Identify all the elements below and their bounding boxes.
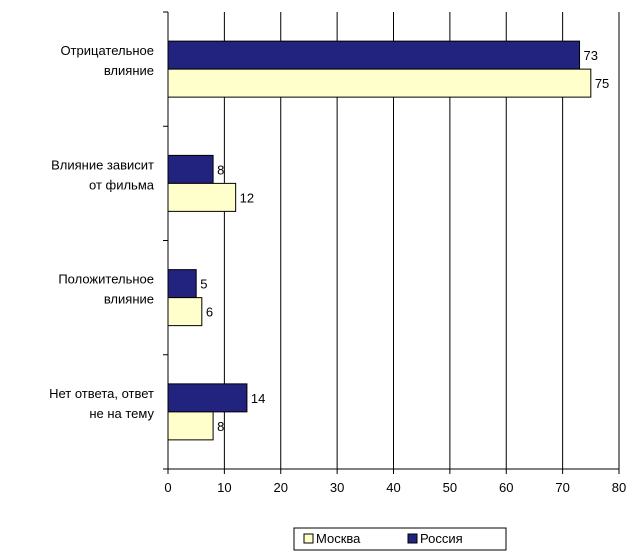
legend: Москва Россия <box>293 527 507 551</box>
bar-moscow-2 <box>167 297 203 327</box>
x-tick-label-70: 70 <box>555 480 569 495</box>
legend-label-1: Россия <box>420 531 463 546</box>
labels: 0 10 20 30 40 50 60 70 80 73 75 Отрицательное влияни… <box>49 43 626 495</box>
category-label-3-1: не на тему <box>89 406 154 421</box>
category-label-2-0: Положительное <box>58 272 154 287</box>
category-label-3-0: Нет ответа, ответ <box>49 386 154 401</box>
category-label-1-1: от фильма <box>89 177 155 192</box>
axes <box>163 11 620 474</box>
category-label-2-1: влияние <box>104 292 154 307</box>
bars <box>167 40 592 441</box>
bar-moscow-3 <box>167 411 214 441</box>
bar-russia-0 <box>167 40 581 70</box>
category-label-0-0: Отрицательное <box>60 43 154 58</box>
legend-swatch-1 <box>407 533 418 544</box>
x-tick-label-0: 0 <box>164 480 171 495</box>
bar-russia-3 <box>167 383 248 413</box>
bar-russia-1 <box>167 154 214 184</box>
x-tick-label-50: 50 <box>443 480 457 495</box>
data-label-russia-2: 5 <box>200 277 207 292</box>
legend-box <box>293 527 507 551</box>
data-label-moscow-2: 6 <box>206 305 213 320</box>
x-tick-label-20: 20 <box>274 480 288 495</box>
x-tick-label-60: 60 <box>499 480 513 495</box>
data-label-russia-3: 14 <box>251 391 265 406</box>
data-label-russia-1: 8 <box>217 162 224 177</box>
x-tick-label-80: 80 <box>612 480 626 495</box>
data-label-moscow-3: 8 <box>217 419 224 434</box>
legend-swatch-0 <box>303 533 314 544</box>
bar-moscow-1 <box>167 182 237 212</box>
bar-moscow-0 <box>167 68 592 98</box>
data-label-russia-0: 73 <box>584 48 598 63</box>
category-label-0-1: влияние <box>104 63 154 78</box>
x-tick-label-30: 30 <box>330 480 344 495</box>
legend-label-0: Москва <box>316 531 361 546</box>
x-tick-label-10: 10 <box>217 480 231 495</box>
data-label-moscow-0: 75 <box>595 76 609 91</box>
x-tick-label-40: 40 <box>386 480 400 495</box>
data-label-moscow-1: 12 <box>240 190 254 205</box>
bar-russia-2 <box>167 269 197 299</box>
category-label-1-0: Влияние зависит <box>51 157 154 172</box>
